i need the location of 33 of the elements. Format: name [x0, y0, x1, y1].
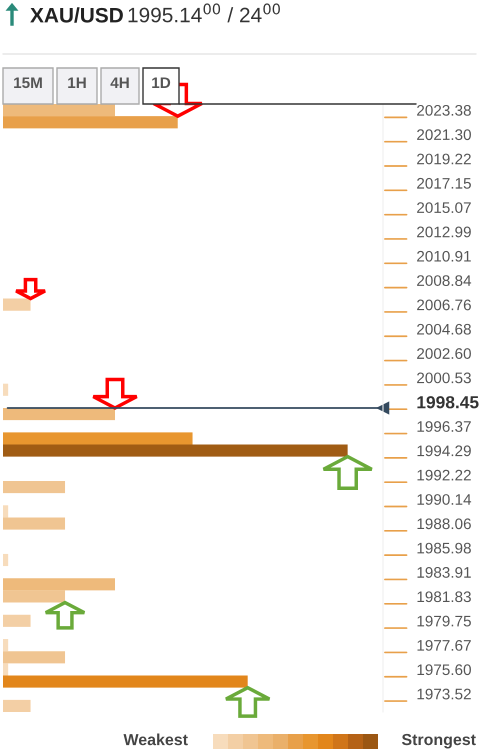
- y-tick-label: 2004.68: [417, 324, 471, 335]
- y-tick-label: 2012.99: [417, 226, 471, 238]
- y-tick-label: 1981.83: [418, 591, 471, 602]
- y-tick-label: 2000.53: [417, 372, 471, 384]
- chart-subtitle: 1995.14$^{00}$ / 24$^{00}$: [128, 3, 280, 22]
- text: Weakest: [123, 734, 188, 746]
- chart-title: XAU/USD: [30, 7, 123, 23]
- y-tick-label: 2002.60: [417, 348, 471, 359]
- y-tick-label: 1994.29: [418, 445, 471, 456]
- y-tick-label: 1992.22: [418, 470, 471, 481]
- y-tick-label: 2015.07: [417, 202, 471, 214]
- y-tick-label: 2021.30: [417, 129, 471, 140]
- y-tick-label: 1988.06: [418, 518, 471, 530]
- y-tick-label: 2017.15: [417, 178, 471, 189]
- y-tick-label: 1979.75: [418, 616, 471, 626]
- y-tick-label: 1973.52: [418, 688, 471, 700]
- y-tick-label: 1996.37: [418, 421, 471, 432]
- y-tick-label: 2019.22: [417, 154, 471, 164]
- y-tick-label: 1975.60: [418, 664, 471, 676]
- y-tick-label: 2008.84: [417, 275, 472, 286]
- y-tick-label: 1990.14: [418, 494, 472, 505]
- y-tick-label: 1983.91: [418, 567, 471, 578]
- text: 1D: [152, 77, 170, 88]
- y-tick-label: 1977.67: [418, 640, 471, 651]
- text: 4H: [110, 77, 129, 88]
- text: 15M: [14, 77, 42, 88]
- y-tick-label: 2006.76: [417, 300, 471, 310]
- y-tick-label: 1985.98: [418, 542, 471, 554]
- y-tick-label: 1998.45: [417, 396, 479, 408]
- y-tick-label: 2023.38: [417, 104, 471, 116]
- text: Strongest: [402, 734, 476, 748]
- text: 1H: [68, 77, 86, 88]
- y-tick-label: 2010.91: [417, 250, 471, 262]
